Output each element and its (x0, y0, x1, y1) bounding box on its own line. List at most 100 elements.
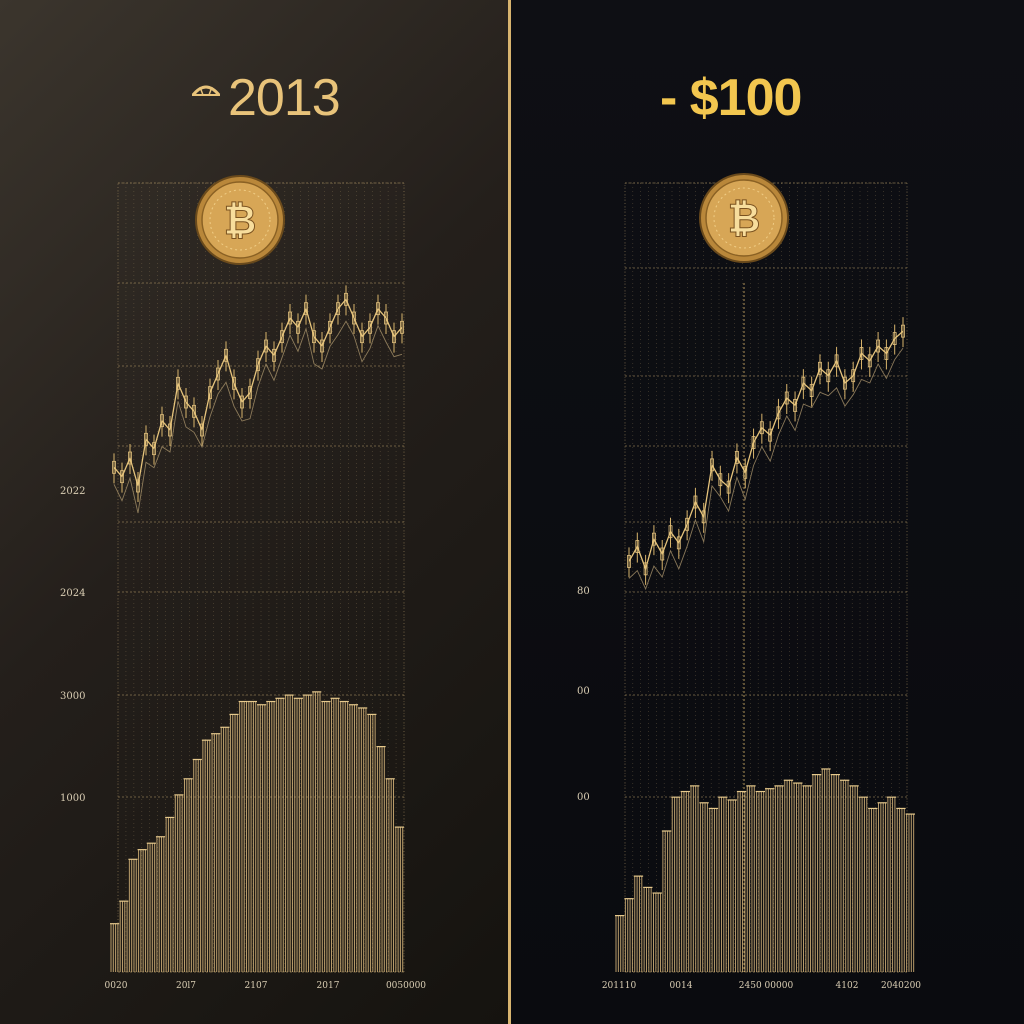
y-tick-label: 80 (577, 586, 590, 597)
price-line (113, 298, 403, 487)
right-title: - $100 (660, 69, 802, 127)
volume-bar (201, 739, 212, 972)
price-candle-body (240, 395, 244, 409)
price-candle-body (652, 532, 656, 546)
x-tick-label: 2107 (245, 981, 268, 991)
price-candle-body (668, 525, 673, 539)
price-candle-body (793, 399, 797, 412)
price-candle-body (376, 302, 380, 316)
svg-text:₿: ₿ (224, 198, 257, 244)
price-candle-body (660, 547, 665, 561)
price-candle-body (710, 458, 714, 472)
volume-bar (266, 700, 276, 972)
volume-bar (718, 796, 728, 972)
y-tick-label: 2022 (60, 486, 85, 497)
price-candle-body (368, 320, 372, 334)
left-title: 2013 (228, 69, 341, 127)
volume-bar (624, 898, 634, 972)
price-candle-body (809, 384, 814, 397)
price-candle-body (120, 470, 124, 484)
volume-bar (755, 790, 765, 972)
volume-bar (220, 726, 230, 972)
price-candle-body (768, 428, 773, 442)
price-candle-body (200, 423, 204, 437)
price-candle-body (208, 386, 212, 400)
price-candle-body (867, 354, 872, 368)
volume-bar (229, 713, 239, 972)
price-candle-body (344, 292, 348, 306)
price-candle-body (160, 414, 164, 428)
y-tick-label: 00 (577, 792, 590, 803)
price-candle-body (192, 404, 196, 418)
volume-bar (652, 892, 662, 972)
volume-bar (765, 788, 775, 972)
price-candle-body (901, 324, 905, 338)
price-candle-body (320, 339, 324, 353)
price-candle-body (264, 339, 268, 353)
price-candle-body (701, 510, 706, 524)
price-candle-body (152, 442, 156, 456)
volume-bar (321, 700, 331, 972)
price-candle-body (184, 395, 188, 409)
price-candle-body (360, 330, 364, 344)
price-candle-body (144, 432, 148, 446)
price-candle-body (216, 367, 220, 381)
price-candle-body (280, 330, 284, 344)
volume-bar (155, 836, 166, 972)
volume-bar (385, 778, 395, 972)
y-tick-label: 2024 (60, 588, 85, 599)
svg-text:₿: ₿ (728, 196, 761, 242)
price-candle-body (392, 330, 396, 344)
volume-bar (886, 796, 897, 972)
right-chart: 80 00 00 201110 0014 2450 00000 4102 2040200 ₿ (577, 173, 921, 991)
panel-divider (508, 0, 511, 1024)
price-candle-body (272, 348, 276, 362)
right-chart-panel: 80 00 00 201110 0014 2450 00000 4102 2040200 ₿ (511, 0, 1024, 1024)
grid (117, 182, 405, 973)
price-candle-body (643, 562, 648, 576)
price-candle-body (784, 391, 789, 405)
price-candle-body (112, 460, 116, 474)
volume-bar (690, 785, 700, 972)
price-candle-body (718, 473, 723, 487)
price-candle-body (859, 347, 864, 360)
x-tick-label: 0020 (105, 981, 128, 991)
price-candle-body (312, 330, 316, 344)
volume-bar (793, 782, 803, 972)
volume-bar (348, 704, 359, 972)
volume-bar (811, 773, 822, 972)
price-candle-body (400, 320, 404, 334)
price-candle-body (801, 376, 806, 390)
price-candle-body (232, 376, 236, 390)
volume-bar (119, 900, 129, 972)
volume-bar (137, 849, 147, 972)
volume-bar (830, 773, 840, 972)
price-line (628, 330, 904, 572)
price-candle-body (759, 421, 764, 435)
volume-bar (615, 914, 625, 972)
bitcoin-coin-icon: ₿ (699, 173, 789, 263)
price-candle-body (627, 555, 631, 568)
x-tick-label: 4102 (836, 981, 859, 991)
price-candle-body (128, 451, 132, 465)
volume-bars (615, 768, 915, 972)
secondary-line (113, 320, 403, 514)
volume-bar (896, 807, 906, 972)
price-candle-body (336, 302, 340, 316)
volume-bar (247, 700, 257, 972)
price-candle-body (735, 451, 739, 464)
volume-bar (680, 790, 690, 972)
price-candle-body (352, 311, 356, 325)
price-candle-body (884, 347, 889, 360)
volume-bar (293, 697, 303, 972)
volume-bar (257, 704, 267, 972)
x-tick-label: 201110 (602, 981, 637, 991)
price-candle-body (842, 376, 847, 390)
price-candle-body (635, 540, 640, 553)
left-chart: 2022 2024 3000 1000 0020 20l7 2107 2017 0050000 ₿ (60, 175, 426, 991)
price-candle-body (288, 311, 292, 325)
price-candle-body (676, 536, 681, 550)
x-tick-label: 20l7 (176, 981, 196, 991)
price-candle-body (248, 386, 252, 400)
volume-bar (330, 697, 340, 972)
